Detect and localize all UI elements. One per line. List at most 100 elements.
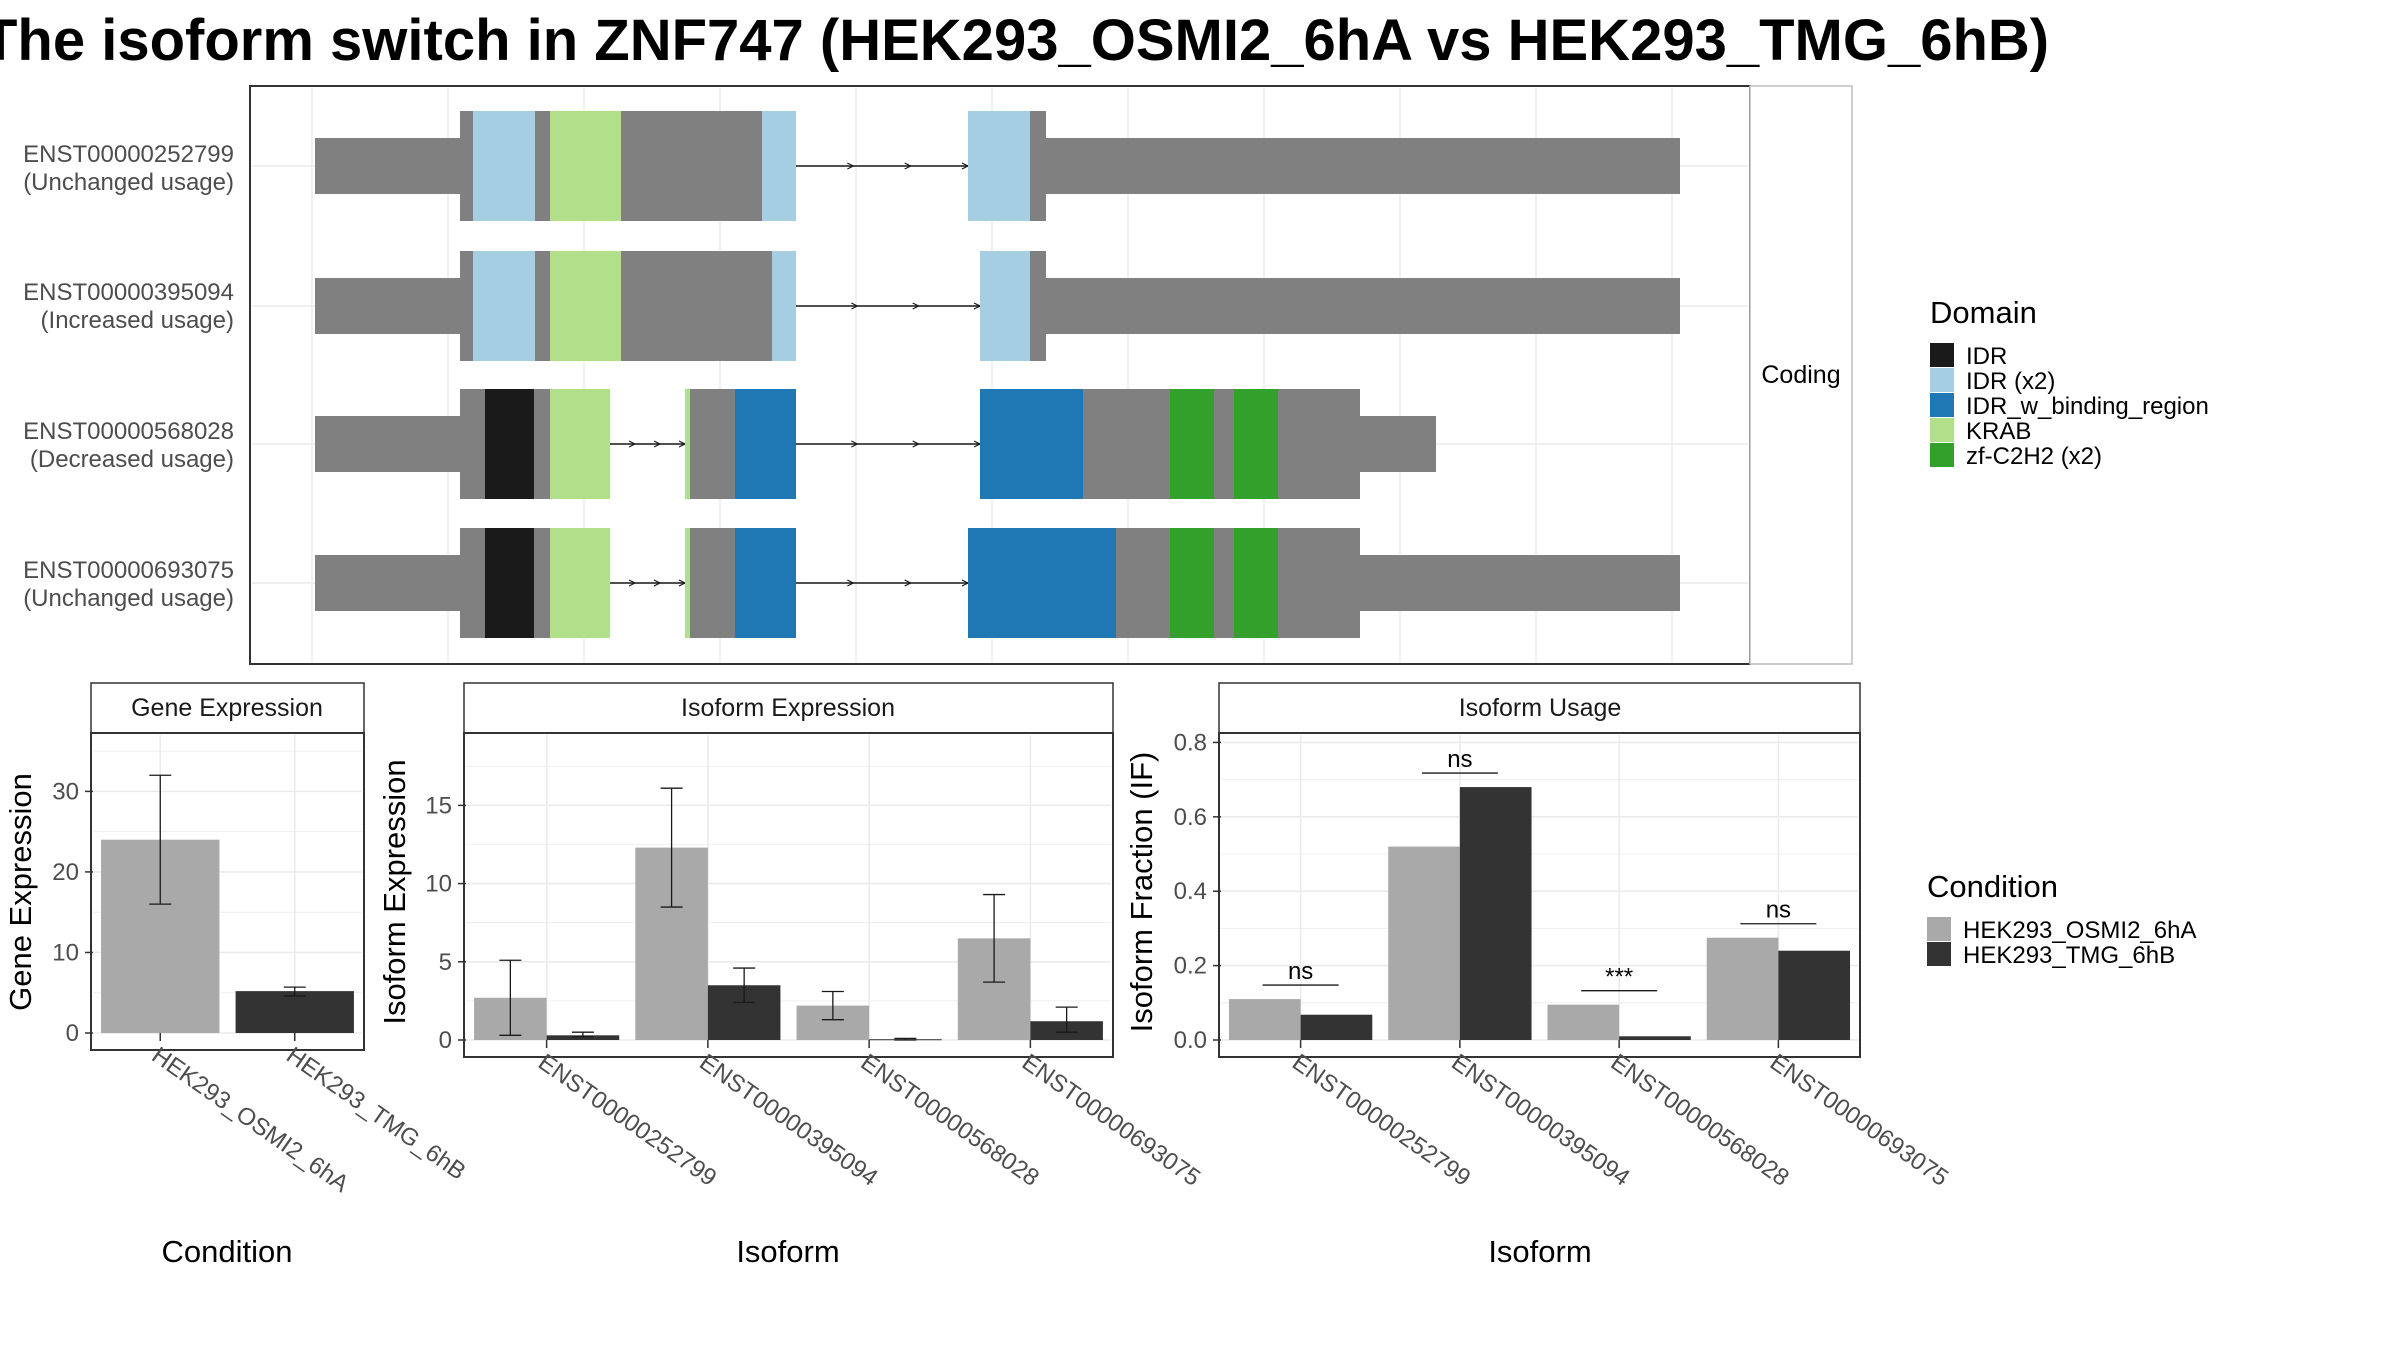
isoform-id-label: ENST00000252799 (23, 141, 234, 168)
intron-arrow (628, 579, 637, 587)
legend-label: IDR (1966, 343, 2007, 370)
legend-swatch (1930, 393, 1954, 417)
domain-segment (968, 111, 1030, 221)
legend-label: HEK293_TMG_6hB (1963, 942, 2175, 969)
isoform-label-3: ENST00000693075 (Unchanged usage) (23, 557, 234, 612)
isoform-usage-panel: Isoform Usage 0.00.20.40.60.8ENST0000025… (1124, 682, 1953, 1269)
panel-strip (463, 682, 1114, 734)
x-axis-title: Isoform (1488, 1234, 1591, 1269)
y-axis-title: Isoform Fraction (IF) (1124, 752, 1159, 1033)
domain-segment (1234, 528, 1278, 638)
y-tick-label: 20 (52, 859, 79, 886)
intron-arrow (847, 579, 855, 587)
y-axis-title: Isoform Expression (377, 759, 412, 1024)
transcript-track-1 (315, 251, 1680, 361)
legend-label: HEK293_OSMI2_6hA (1963, 917, 2196, 944)
legend-swatch (1927, 917, 1951, 941)
legend-swatch (1927, 942, 1951, 966)
isoform-expression-panel: Isoform Expression 0 5 10 15 ENST00000252799… (377, 682, 1205, 1269)
bar (546, 1035, 620, 1040)
domain-segment (735, 528, 796, 638)
panel-strip (90, 682, 365, 734)
y-tick-label: 0 (439, 1027, 452, 1054)
domain-segment (772, 251, 796, 361)
bar (1228, 999, 1301, 1040)
utr-exon (1356, 555, 1680, 611)
bar (1459, 787, 1532, 1040)
panel-title: Isoform Expression (681, 694, 895, 722)
intron-arrow (912, 302, 921, 310)
legend-entry-cond-b: HEK293_TMG_6hB (1927, 942, 2175, 969)
y-tick-label: 0.2 (1174, 953, 1207, 980)
x-tick-label: ENST00000693075 (1017, 1049, 1205, 1192)
y-tick-label: 0.8 (1174, 729, 1207, 756)
y-tick-label: 30 (52, 778, 79, 805)
panel-title: Gene Expression (131, 694, 323, 722)
x-axis-title: Condition (162, 1234, 293, 1269)
condition-legend: Condition HEK293_OSMI2_6hA HEK293_TMG_6h… (1927, 869, 2196, 969)
y-tick-label: 5 (439, 949, 452, 976)
legend-label: IDR_w_binding_region (1966, 393, 2209, 420)
domain-segment (550, 111, 621, 221)
intron-arrow (904, 162, 913, 170)
domain-segment (485, 389, 534, 499)
domain-segment (735, 389, 796, 499)
legend-entry-krab: KRAB (1930, 418, 2031, 445)
x-tick-label: ENST00000395094 (694, 1049, 882, 1192)
intron-arrow (851, 440, 859, 448)
domain-segment (685, 389, 690, 499)
panel-title: Isoform Usage (1459, 694, 1622, 722)
y-tick-label: 0.6 (1174, 804, 1207, 831)
legend-entry-idr-w-binding-region: IDR_w_binding_region (1930, 393, 2209, 420)
domain-segment (1234, 389, 1278, 499)
legend-label: KRAB (1966, 418, 2031, 445)
utr-exon (315, 138, 460, 194)
isoform-usage-label: (Increased usage) (41, 307, 234, 334)
significance-label: ns (1288, 958, 1313, 985)
legend-swatch (1930, 443, 1954, 467)
domain-segment (1170, 528, 1214, 638)
transcript-track-0 (315, 111, 1680, 221)
x-axis-title: Isoform (736, 1234, 839, 1269)
domain-segment (485, 528, 534, 638)
isoform-usage-label: (Unchanged usage) (23, 585, 234, 612)
legend-entry-idr-x2: IDR (x2) (1930, 368, 2055, 395)
condition-legend-title: Condition (1927, 869, 2058, 904)
domain-segment (550, 528, 610, 638)
bar (235, 991, 354, 1033)
isoform-id-label: ENST00000568028 (23, 418, 234, 445)
utr-exon (1356, 416, 1436, 472)
bar (1706, 937, 1779, 1040)
intron-arrow (628, 440, 637, 448)
intron-arrow (653, 440, 662, 448)
figure-title: The isoform switch in ZNF747 (HEK293_OSM… (0, 8, 2049, 73)
intron-arrow (851, 302, 859, 310)
x-tick-label: ENST00000568028 (856, 1049, 1044, 1192)
legend-entry-idr: IDR (1930, 343, 2007, 370)
isoform-label-0: ENST00000252799 (Unchanged usage) (23, 141, 234, 196)
isoform-id-label: ENST00000693075 (23, 557, 234, 584)
y-axis-title: Gene Expression (3, 773, 38, 1011)
isoform-usage-label: (Unchanged usage) (23, 169, 234, 196)
facet-strip (1749, 85, 1853, 665)
legend-swatch (1930, 343, 1954, 367)
legend-swatch (1930, 418, 1954, 442)
domain-segment (550, 389, 610, 499)
utr-exon (1042, 278, 1680, 334)
intron-arrow (912, 440, 921, 448)
legend-swatch (1930, 368, 1954, 392)
legend-label: zf-C2H2 (x2) (1966, 443, 2102, 470)
significance-label: ns (1766, 897, 1791, 924)
utr-exon (315, 278, 460, 334)
significance-label: *** (1605, 964, 1633, 991)
transcript-track-3 (315, 528, 1680, 638)
domain-segment (980, 389, 1083, 499)
y-tick-label: 0.0 (1174, 1027, 1207, 1054)
y-tick-label: 15 (425, 792, 452, 819)
legend-entry-zf-c2h2: zf-C2H2 (x2) (1930, 443, 2102, 470)
y-tick-label: 0.4 (1174, 878, 1207, 905)
intron-arrow (653, 579, 662, 587)
domain-segment (762, 111, 796, 221)
intron-arrow (904, 579, 913, 587)
